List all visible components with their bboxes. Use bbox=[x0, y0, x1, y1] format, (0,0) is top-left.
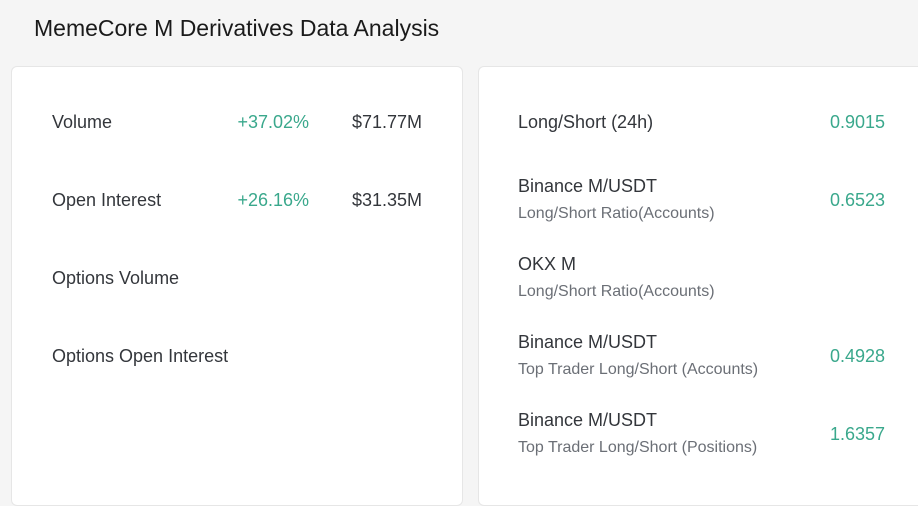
ratio-row-binance-top-trader-positions: Binance M/USDT Top Trader Long/Short (Po… bbox=[479, 404, 918, 464]
ratio-pair: Binance M/USDT bbox=[518, 176, 658, 196]
ratio-value: 0.6523 bbox=[830, 190, 886, 210]
long-short-ratio-card: Long/Short (24h) 0.9015 Binance M/USDT L… bbox=[478, 66, 918, 506]
ratio-pair: Binance M/USDT bbox=[518, 410, 658, 430]
metric-row-options-volume: Options Volume bbox=[12, 258, 462, 298]
metric-value: $71.77M bbox=[351, 112, 422, 132]
derivatives-metrics-card: Volume +37.02% $71.77M Open Interest +26… bbox=[11, 66, 463, 506]
ratio-row-binance-top-trader-accounts: Binance M/USDT Top Trader Long/Short (Ac… bbox=[479, 326, 918, 386]
ratio-description: Long/Short Ratio(Accounts) bbox=[518, 205, 715, 222]
ratio-pair: OKX M bbox=[518, 254, 577, 274]
ratio-value: 0.9015 bbox=[830, 112, 886, 132]
ratio-description: Top Trader Long/Short (Accounts) bbox=[518, 361, 759, 378]
metric-row-open-interest: Open Interest +26.16% $31.35M bbox=[12, 180, 462, 220]
ratio-description: Top Trader Long/Short (Positions) bbox=[518, 439, 758, 456]
metric-label: Options Open Interest bbox=[52, 346, 229, 366]
metric-change: +37.02% bbox=[237, 112, 309, 132]
ratio-row-long-short-24h: Long/Short (24h) 0.9015 bbox=[479, 92, 918, 152]
metric-label: Options Volume bbox=[52, 268, 180, 288]
ratio-description: Long/Short Ratio(Accounts) bbox=[518, 283, 715, 300]
metric-label: Volume bbox=[52, 112, 113, 132]
ratio-value: 1.6357 bbox=[830, 424, 886, 444]
metric-label: Open Interest bbox=[52, 190, 162, 210]
metric-row-volume: Volume +37.02% $71.77M bbox=[12, 102, 462, 142]
metric-value: $31.35M bbox=[351, 190, 422, 210]
ratio-value: 0.4928 bbox=[830, 346, 886, 366]
metric-change: +26.16% bbox=[237, 190, 309, 210]
page-title: MemeCore M Derivatives Data Analysis bbox=[34, 15, 440, 41]
ratio-row-binance-accounts: Binance M/USDT Long/Short Ratio(Accounts… bbox=[479, 170, 918, 230]
ratio-pair: Binance M/USDT bbox=[518, 332, 658, 352]
ratio-label: Long/Short (24h) bbox=[518, 112, 654, 132]
metric-row-options-open-interest: Options Open Interest bbox=[12, 336, 462, 376]
ratio-row-okx-accounts: OKX M Long/Short Ratio(Accounts) bbox=[479, 248, 918, 308]
